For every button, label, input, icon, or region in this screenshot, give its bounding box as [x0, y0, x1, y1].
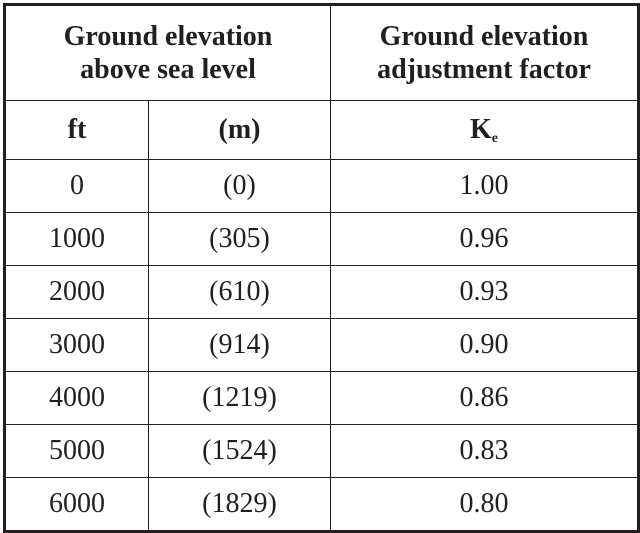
- header-line: adjustment factor: [377, 54, 591, 85]
- cell: (1524): [147, 424, 332, 478]
- data-row: 3000 (914) 0.90: [4, 318, 640, 372]
- column-header: Ke: [330, 100, 640, 160]
- cell: 3000: [4, 318, 149, 372]
- data-row: 5000 (1524) 0.83: [4, 424, 640, 478]
- cell: (610): [147, 265, 332, 319]
- subscript: e: [491, 130, 499, 146]
- cell: (0): [147, 159, 332, 213]
- cell: 0.90: [330, 318, 640, 372]
- header-line: Ground elevation: [379, 21, 589, 52]
- cell: 0: [4, 159, 149, 213]
- cell: 0.80: [330, 477, 640, 532]
- cell: (1219): [147, 371, 332, 425]
- cell: 1.00: [330, 159, 640, 213]
- data-row: 6000 (1829) 0.80: [4, 477, 640, 532]
- column-header: (m): [147, 100, 332, 160]
- data-row: 0 (0) 1.00: [4, 159, 640, 213]
- data-row: 1000 (305) 0.96: [4, 212, 640, 266]
- cell: 2000: [4, 265, 149, 319]
- cell: 1000: [4, 212, 149, 266]
- cell: 0.96: [330, 212, 640, 266]
- header-line: Ground elevation: [63, 21, 273, 52]
- cell: 0.83: [330, 424, 640, 478]
- cell: 0.86: [330, 371, 640, 425]
- column-header: ft: [4, 100, 149, 160]
- unit-row: ft (m) Ke: [4, 100, 640, 160]
- cell: 0.93: [330, 265, 640, 319]
- symbol: K: [470, 113, 492, 145]
- elevation-table: Ground elevation above sea level Ground …: [3, 3, 640, 533]
- header-line: above sea level: [80, 54, 256, 85]
- cell: (1829): [147, 477, 332, 532]
- cell: 4000: [4, 371, 149, 425]
- cell: (914): [147, 318, 332, 372]
- header-group: Ground elevation adjustment factor: [330, 4, 640, 101]
- header-group: Ground elevation above sea level: [3, 4, 332, 101]
- cell: 6000: [4, 477, 149, 532]
- cell: (305): [147, 212, 332, 266]
- cell: 5000: [4, 424, 149, 478]
- table-body: 0 (0) 1.00 1000 (305) 0.96 2000 (610) 0.93 3000 (9…: [4, 159, 640, 532]
- data-row: 4000 (1219) 0.86: [4, 371, 640, 425]
- data-row: 2000 (610) 0.93: [4, 265, 640, 319]
- header-row: Ground elevation above sea level Ground …: [3, 4, 640, 101]
